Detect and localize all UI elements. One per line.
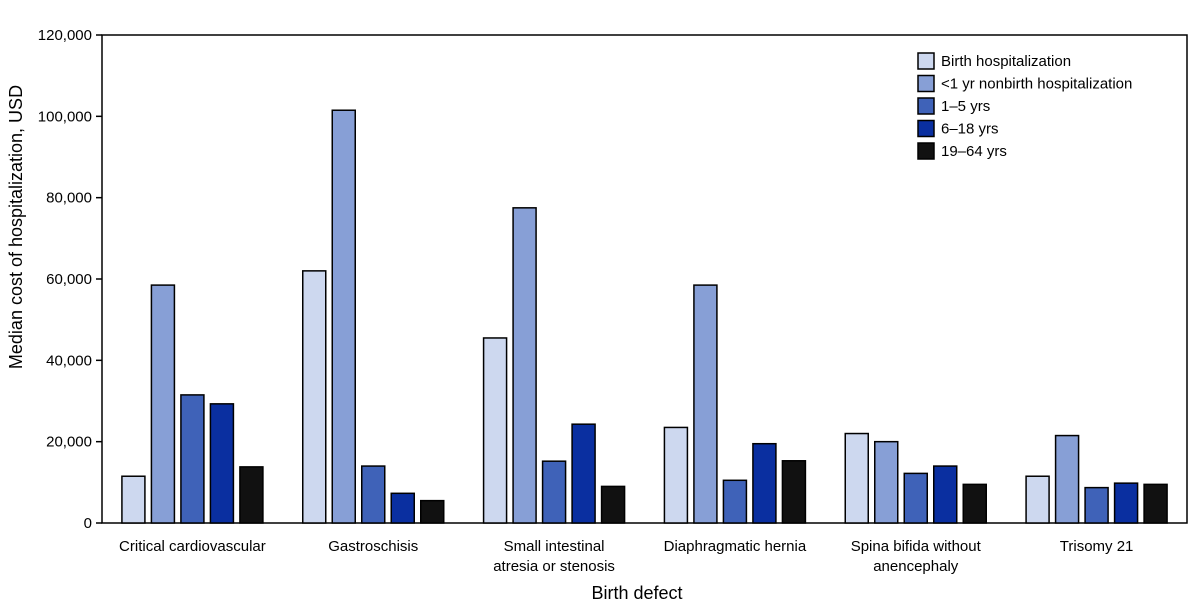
bar xyxy=(512,207,537,524)
bar xyxy=(1143,483,1168,524)
axes xyxy=(96,34,1188,524)
bar xyxy=(302,270,327,524)
bar xyxy=(150,284,176,524)
x-tick-labels: Critical cardiovascular Gastroschisis Smal… xyxy=(119,538,1133,575)
bar xyxy=(1084,486,1109,524)
bar xyxy=(752,442,777,524)
x-tick-label: Small intestinal xyxy=(504,538,605,555)
x-tick-label: atresia or stenosis xyxy=(493,558,615,575)
bar xyxy=(1054,434,1080,524)
legend-swatch xyxy=(917,119,935,138)
bar xyxy=(933,465,958,524)
bar xyxy=(482,337,508,524)
bar xyxy=(571,423,596,524)
bar xyxy=(541,460,567,524)
x-axis-title: Birth defect xyxy=(591,583,682,603)
y-axis-title: Median cost of hospitalization, USD xyxy=(6,85,26,369)
bar xyxy=(420,499,445,524)
y-tick-label: 80,000 xyxy=(46,190,92,207)
bar xyxy=(844,432,869,524)
bar xyxy=(390,492,415,524)
y-tick-label: 20,000 xyxy=(46,434,92,451)
legend-label: Birth hospitalization xyxy=(941,53,1071,70)
x-tick-label: Spina bifida without xyxy=(851,538,982,555)
bar xyxy=(903,472,928,524)
bar xyxy=(600,485,626,524)
legend-swatch xyxy=(917,52,935,70)
bar xyxy=(693,284,718,524)
bar xyxy=(180,394,205,524)
bars xyxy=(121,109,1168,524)
bar xyxy=(1025,475,1050,524)
y-tick-label: 0 xyxy=(84,515,92,532)
y-tick-label: 100,000 xyxy=(38,108,92,125)
x-tick-label: Diaphragmatic hernia xyxy=(664,538,807,555)
bar xyxy=(962,483,987,524)
bar xyxy=(874,440,899,524)
y-tick-labels: 0 20,000 40,000 60,000 80,000 100,000 120,000 xyxy=(38,27,92,532)
y-tick-label: 60,000 xyxy=(46,271,92,288)
bar xyxy=(722,479,748,524)
bar xyxy=(121,475,146,524)
plot-frame xyxy=(101,34,1188,524)
legend-swatch xyxy=(917,74,935,93)
legend: Birth hospitalization <1 yr nonbirth hosp… xyxy=(917,52,1132,160)
legend-label: 1–5 yrs xyxy=(941,98,990,115)
x-tick-label: Trisomy 21 xyxy=(1060,538,1134,555)
bar xyxy=(663,426,689,524)
legend-label: 6–18 yrs xyxy=(941,121,999,138)
x-tick-label: Critical cardiovascular xyxy=(119,538,266,555)
bar xyxy=(239,466,264,524)
x-tick-label: anencephaly xyxy=(873,558,959,575)
legend-swatch xyxy=(917,97,935,115)
legend-swatch xyxy=(917,142,935,160)
y-tick-label: 120,000 xyxy=(38,27,92,44)
legend-label: <1 yr nonbirth hospitalization xyxy=(941,76,1132,93)
bar xyxy=(209,403,235,524)
bar xyxy=(781,460,807,524)
bar xyxy=(1113,482,1139,524)
x-tick-label: Gastroschisis xyxy=(328,538,418,555)
y-tick-label: 40,000 xyxy=(46,352,92,369)
bar xyxy=(361,465,386,524)
bar xyxy=(331,109,356,524)
legend-label: 19–64 yrs xyxy=(941,143,1007,160)
